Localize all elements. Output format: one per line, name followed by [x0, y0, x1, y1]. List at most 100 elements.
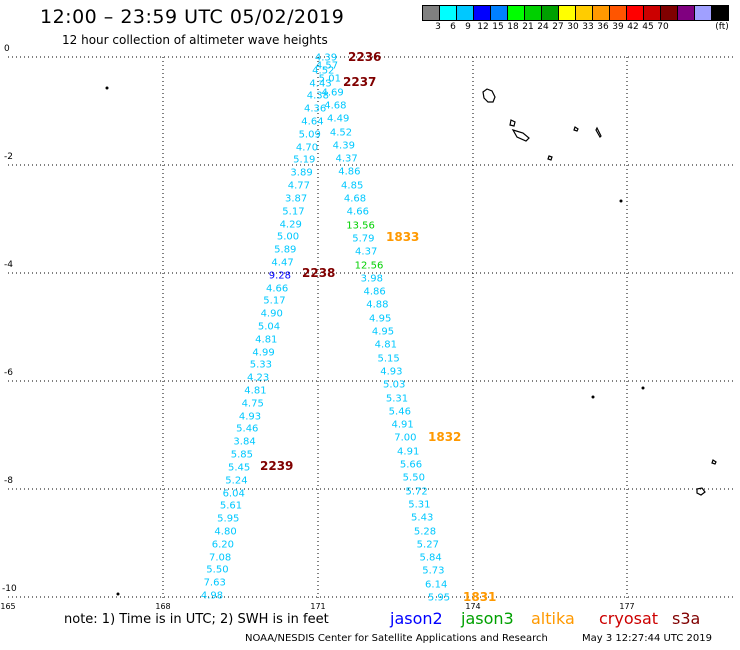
colorbar-label: 39 — [612, 22, 624, 32]
latitude-label: -6 — [4, 368, 13, 378]
island-outline — [482, 88, 496, 103]
island-outline — [511, 128, 530, 142]
longitude-label: 165 — [0, 602, 16, 611]
wave-height-value: 5.28 — [413, 526, 437, 537]
wave-height-value: 3.84 — [233, 436, 256, 448]
colorbar-label: 12 — [477, 22, 489, 32]
map-subtitle: 12 hour collection of altimeter wave hei… — [62, 33, 328, 47]
longitude-label: 171 — [310, 602, 326, 611]
wave-height-value: 4.88 — [366, 299, 389, 311]
pass-time-label: 2238 — [302, 266, 336, 280]
wave-height-value: 4.69 — [321, 87, 344, 99]
wave-height-value: 4.39 — [314, 52, 338, 64]
pass-time-label: 2237 — [343, 75, 377, 89]
island-dot — [591, 395, 595, 399]
wave-height-value: 5.27 — [416, 539, 439, 551]
wave-height-value: 4.57 — [315, 60, 339, 72]
wave-height-value: 4.99 — [252, 347, 275, 359]
wave-height-value: 4.39 — [332, 140, 355, 152]
wave-height-value: 5.45 — [228, 462, 251, 474]
wave-height-value: 5.95 — [427, 592, 451, 604]
wave-height-value: 5.73 — [422, 565, 445, 577]
wave-height-value: 5.46 — [388, 406, 411, 418]
wave-height-value: 4.91 — [397, 446, 420, 458]
colorbar-label: 9 — [465, 22, 471, 32]
pass-time-label: 1833 — [386, 230, 420, 244]
wave-height-value: 13.56 — [346, 220, 375, 232]
satellite-legend-item: jason2 — [390, 609, 443, 628]
wave-height-value: 4.52 — [329, 127, 353, 138]
island-dot — [619, 199, 623, 203]
wave-height-value: 4.85 — [341, 180, 364, 192]
colorbar-label: 30 — [567, 22, 579, 32]
island-outline — [595, 126, 602, 138]
wave-height-value: 5.09 — [298, 129, 321, 141]
wave-height-value: 4.90 — [260, 308, 283, 320]
colorbar-label: 70 — [657, 22, 669, 32]
wave-height-value: 4.95 — [369, 313, 392, 325]
wave-height-value: 5.50 — [402, 472, 425, 484]
island-dot — [116, 592, 120, 596]
wave-height-value: 4.75 — [241, 398, 264, 410]
colorbar-label: 15 — [492, 22, 504, 32]
wave-height-value: 3.89 — [290, 167, 313, 179]
island-outline — [696, 487, 706, 496]
wave-height-colorbar — [422, 5, 729, 21]
wave-height-value: 6.14 — [425, 579, 448, 591]
wave-height-value: 4.52 — [312, 65, 335, 77]
wave-height-value: 5.89 — [274, 244, 297, 256]
wave-height-value: 4.81 — [255, 334, 278, 346]
wave-height-value: 5.04 — [257, 321, 281, 333]
wave-height-value: 4.49 — [327, 113, 350, 125]
wave-height-value: 5.79 — [352, 233, 375, 245]
wave-height-value: 5.17 — [282, 206, 305, 218]
wave-height-value: 9.28 — [268, 270, 291, 282]
colorbar-label: 33 — [582, 22, 594, 32]
satellite-legend-item: jason3 — [461, 609, 514, 628]
wave-height-value: 4.64 — [301, 116, 324, 128]
wave-height-value: 4.66 — [346, 206, 369, 218]
wave-height-value: 4.47 — [271, 257, 294, 269]
latitude-label: -10 — [2, 584, 17, 594]
latitude-label: 0 — [4, 44, 10, 54]
wave-height-value: 6.20 — [211, 539, 234, 551]
wave-height-value: 5.00 — [276, 231, 300, 243]
island-outline — [509, 119, 516, 127]
wave-height-value: 5.01 — [318, 73, 341, 85]
wave-height-value: 4.93 — [238, 411, 262, 423]
colorbar-label: 36 — [597, 22, 609, 32]
wave-height-value: 4.68 — [324, 100, 347, 112]
wave-height-value: 5.43 — [411, 512, 434, 524]
wave-height-value: 4.66 — [266, 283, 289, 295]
wave-height-value: 4.37 — [355, 246, 378, 258]
colorbar-unit: (ft) — [715, 22, 729, 32]
wave-height-value: 4.95 — [371, 326, 395, 338]
wave-height-value: 5.33 — [249, 359, 272, 371]
wave-height-value: 12.56 — [354, 260, 384, 271]
footer-note: note: 1) Time is in UTC; 2) SWH is in fe… — [64, 612, 329, 627]
pass-time-label: 1832 — [428, 430, 462, 444]
satellite-legend-item: altika — [531, 609, 575, 628]
wave-height-value: 5.66 — [399, 459, 423, 471]
wave-height-value: 5.17 — [263, 295, 286, 307]
island-outline — [711, 459, 717, 465]
pass-time-label: 2239 — [260, 459, 294, 473]
wave-height-value: 5.31 — [385, 393, 409, 404]
wave-height-value: 5.46 — [236, 423, 259, 435]
island-dot — [641, 386, 645, 390]
wave-height-value: 5.85 — [230, 449, 253, 461]
wave-height-value: 4.37 — [335, 153, 358, 165]
wave-height-value: 6.04 — [222, 488, 245, 500]
wave-height-value: 4.68 — [343, 193, 367, 205]
wave-height-value: 3.98 — [360, 273, 383, 285]
colorbar-swatch — [711, 5, 729, 21]
island-outline — [547, 155, 553, 161]
longitude-label: 168 — [155, 602, 171, 611]
wave-height-value: 5.24 — [225, 475, 248, 487]
longitude-label: 177 — [619, 602, 635, 611]
wave-height-value: 4.77 — [287, 180, 310, 192]
island-dot — [105, 86, 109, 90]
latitude-label: -2 — [4, 152, 13, 162]
wave-height-value: 4.70 — [295, 142, 319, 154]
